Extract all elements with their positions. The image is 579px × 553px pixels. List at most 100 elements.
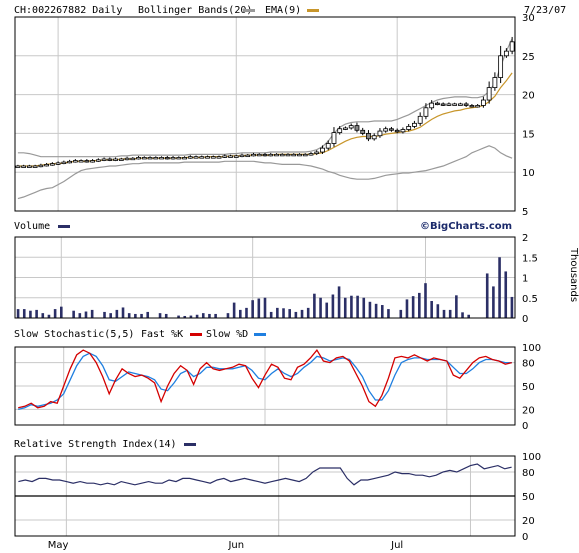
volume-bar: [276, 307, 279, 318]
volume-bar: [325, 302, 329, 318]
price-ytick-3: 20: [522, 91, 535, 102]
candle: [262, 153, 268, 157]
rsi-panel: 0 20 50 80 100: [14, 452, 541, 543]
volume-bar: [294, 311, 298, 318]
candle: [429, 102, 435, 109]
volume-bar: [239, 309, 242, 318]
candle: [279, 153, 285, 157]
volume-bar: [195, 314, 199, 318]
rsi-ytick-2: 50: [522, 492, 535, 503]
volume-bar: [418, 292, 421, 318]
candle: [130, 157, 136, 161]
candle: [107, 158, 113, 161]
candle: [503, 50, 509, 57]
slow-d-label: Slow %D: [206, 329, 248, 340]
volume-bar: [201, 313, 205, 318]
rsi-ytick-1: 20: [522, 516, 535, 527]
volume-bar: [405, 299, 409, 318]
volume-bar: [399, 309, 403, 318]
volume-title: Volume: [14, 221, 50, 232]
price-frame: [14, 16, 516, 212]
stochastic-panel: 0 20 50 80 100: [14, 343, 541, 432]
volume-bar: [313, 293, 316, 318]
bollinger-legend-swatch: [243, 9, 255, 12]
price-title: CH:002267882 Daily: [14, 5, 122, 16]
candle: [101, 158, 107, 161]
chart-date: 7/23/07: [524, 5, 566, 16]
ema-legend-swatch: [307, 9, 319, 12]
stochastic-ytick-4: 100: [522, 343, 541, 354]
volume-bar: [177, 315, 180, 318]
candle: [337, 128, 343, 134]
volume-bar: [115, 309, 119, 318]
candle: [159, 157, 164, 160]
volume-bar: [41, 313, 45, 318]
candle: [394, 129, 400, 133]
volume-bar: [22, 309, 26, 318]
volume-panel: 0 0.5 1 1.5 2: [14, 233, 538, 325]
volume-bar: [282, 308, 285, 318]
candle: [285, 153, 291, 157]
candle: [21, 165, 27, 168]
volume-bar: [84, 311, 88, 318]
volume-bar: [448, 309, 452, 318]
volume-ytick-1: 0.5: [522, 294, 538, 305]
ema-label: EMA(9): [265, 5, 301, 16]
volume-bar: [467, 314, 471, 318]
volume-bar: [362, 297, 366, 318]
candle: [302, 153, 308, 157]
candle: [153, 157, 159, 160]
volume-bar: [47, 314, 51, 318]
volume-bar: [430, 300, 433, 318]
candle: [136, 157, 141, 160]
volume-bar: [380, 305, 384, 318]
candle: [452, 103, 458, 106]
volume-bar: [411, 296, 415, 318]
candle: [383, 128, 389, 132]
volume-bar: [257, 298, 261, 318]
volume-bar: [16, 309, 20, 318]
rsi-ytick-0: 0: [522, 532, 528, 543]
candle: [15, 165, 21, 168]
volume-bar: [319, 297, 322, 318]
volume-bar: [59, 306, 63, 318]
candle: [377, 130, 383, 137]
volume-bar: [350, 295, 353, 318]
candle: [118, 158, 124, 161]
x-month-label-2: Jul: [390, 540, 403, 551]
candle: [480, 99, 486, 106]
candle: [343, 127, 348, 130]
volume-bar: [442, 309, 446, 318]
volume-legend-swatch: [58, 225, 70, 228]
ema-line: [17, 72, 513, 167]
volume-bar: [158, 313, 162, 318]
candle: [233, 155, 239, 158]
rsi-frame: [14, 455, 516, 537]
volume-bar: [368, 301, 372, 318]
rsi-ytick-4: 100: [522, 452, 541, 463]
candle: [354, 125, 360, 131]
slow-d-legend-swatch: [254, 333, 266, 336]
candle: [348, 125, 354, 129]
candle: [446, 103, 452, 106]
candle: [458, 103, 463, 106]
candle: [49, 163, 55, 166]
candle: [331, 132, 337, 144]
candle: [412, 122, 417, 127]
rsi-line: [18, 463, 512, 486]
candle: [228, 155, 233, 158]
volume-bar: [300, 309, 304, 318]
volume-bar: [103, 311, 106, 318]
candle: [417, 115, 423, 124]
candle: [366, 132, 371, 140]
bollinger-label: Bollinger Bands(20): [138, 5, 252, 16]
volume-bar: [510, 296, 514, 318]
candle: [291, 153, 297, 157]
volume-bar: [337, 286, 341, 318]
price-panel: 5 10 15 20 25 30: [14, 13, 535, 218]
candle: [67, 160, 72, 164]
candle: [251, 153, 256, 157]
fast-k-line: [18, 348, 512, 409]
volume-ytick-0: 0: [522, 314, 528, 325]
candle: [440, 103, 446, 106]
